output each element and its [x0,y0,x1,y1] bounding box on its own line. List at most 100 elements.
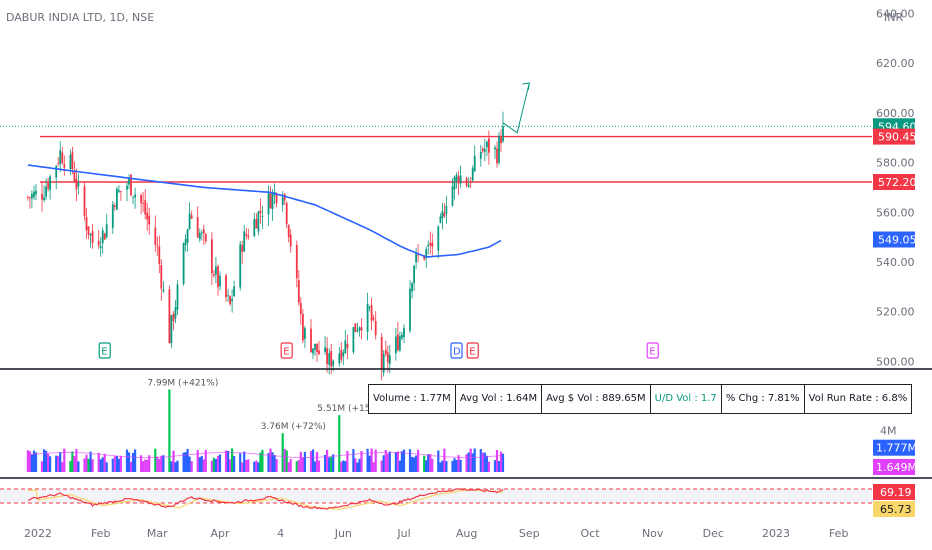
event-marker[interactable] [646,342,659,359]
volume-bar [396,451,399,472]
candle-body [198,232,201,240]
candle-body [231,298,233,302]
candle-body [241,245,244,253]
candle-body [297,280,300,303]
candle-body [372,317,375,320]
volume-bar [437,450,440,472]
candle-body [140,195,142,204]
volume-bar [210,460,213,472]
volume-bar [485,455,488,472]
volume-bar [212,457,215,472]
volume-bar [69,460,72,472]
candle-body [441,210,444,219]
candle-body [427,244,430,247]
candle-body [401,334,403,339]
event-marker[interactable] [466,342,479,359]
price-label-badge [873,231,915,248]
candle-body [360,327,363,331]
candle-body [289,234,292,247]
candle-body [471,168,474,181]
volume-bar [144,459,147,472]
volume-bar [356,462,359,472]
stat-volume: Volume : 1.77M [369,385,456,413]
candle-body [59,150,62,165]
volume-bar [287,462,290,472]
volume-bar [340,461,343,472]
volume-bar [338,415,341,472]
candle-body [101,230,104,244]
volume-bar [200,456,203,472]
time-tick-label: Dec [703,527,724,540]
volume-bar [441,460,444,472]
candle-body [380,337,383,369]
volume-bar [146,459,149,472]
volume-bar [45,450,48,472]
candle-body [211,239,213,273]
volume-label-badge [873,439,915,456]
candle-body [130,174,132,196]
candle-body [358,327,361,331]
volume-bar [142,461,145,472]
price-label-text: 572.20 [878,176,917,189]
event-marker[interactable] [98,342,111,359]
volume-tick-label: 4M [880,425,897,438]
candle-body [156,245,159,247]
volume-bar [429,454,432,472]
volume-bar [301,457,304,472]
rsi-label-text: 65.73 [880,503,912,516]
time-axis[interactable]: 2022 Feb Mar Apr 4 Jun Jul Aug Sep Oct Nov Dec 2023 F… [24,527,848,540]
event-marker[interactable] [280,342,293,359]
volume-bar [289,459,292,472]
candle-body [116,188,118,210]
volume-bar [398,460,401,472]
volume-bar [85,454,88,472]
volume-bar [174,462,177,472]
volume-bar [326,449,329,472]
volume-bar [231,448,234,472]
price-tick-label: 540.00 [876,256,915,269]
event-marker[interactable] [450,342,463,359]
candle-body [239,244,242,288]
volume-bar [315,452,319,472]
volume-bar [380,460,383,472]
candle-body [354,323,357,332]
candle-body [213,274,215,276]
price-pane[interactable]: 640.00 620.00 600.00 580.00 560.00 540.00 520.… [0,8,917,381]
volume-bar [97,452,100,472]
volume-bar [77,461,80,472]
time-tick-label: 4 [277,527,284,540]
candle-body [118,190,120,192]
volume-bar [354,458,357,472]
volume-bar [342,460,345,472]
candle-body [275,193,278,204]
volume-pane[interactable]: 8M4M7.99M (+421%)3.76M (+72%)5.51M (+158… [26,379,917,476]
chart-title: DABUR INDIA LTD, 1D, NSE [6,11,154,24]
event-marker-label: E [649,347,655,358]
volume-bar [99,459,102,472]
volume-bar [168,389,171,472]
volume-bar [71,451,74,472]
candle-body [304,328,306,339]
candle-body [255,219,258,229]
volume-bar [253,461,256,472]
time-tick-label: Aug [456,527,477,540]
volume-bar [129,461,133,472]
candle-body [186,229,189,243]
volume-bar [202,459,205,472]
volume-bar [198,457,201,472]
rsi-pane[interactable]: 69.19 65.73 [0,484,915,517]
candle-body [45,186,47,197]
price-label-text: 549.05 [878,234,917,247]
volume-bar [259,452,262,472]
price-label-badge [873,174,915,190]
stat-pct-chg: % Chg : 7.81% [722,385,805,413]
candle-body [352,327,355,352]
candle-body [148,215,151,225]
candle-body [368,307,371,308]
candle-body [85,216,88,230]
volume-bar [366,448,369,472]
candle-body [43,197,45,201]
candle-body [126,185,128,190]
projection-arrow[interactable] [502,82,530,134]
